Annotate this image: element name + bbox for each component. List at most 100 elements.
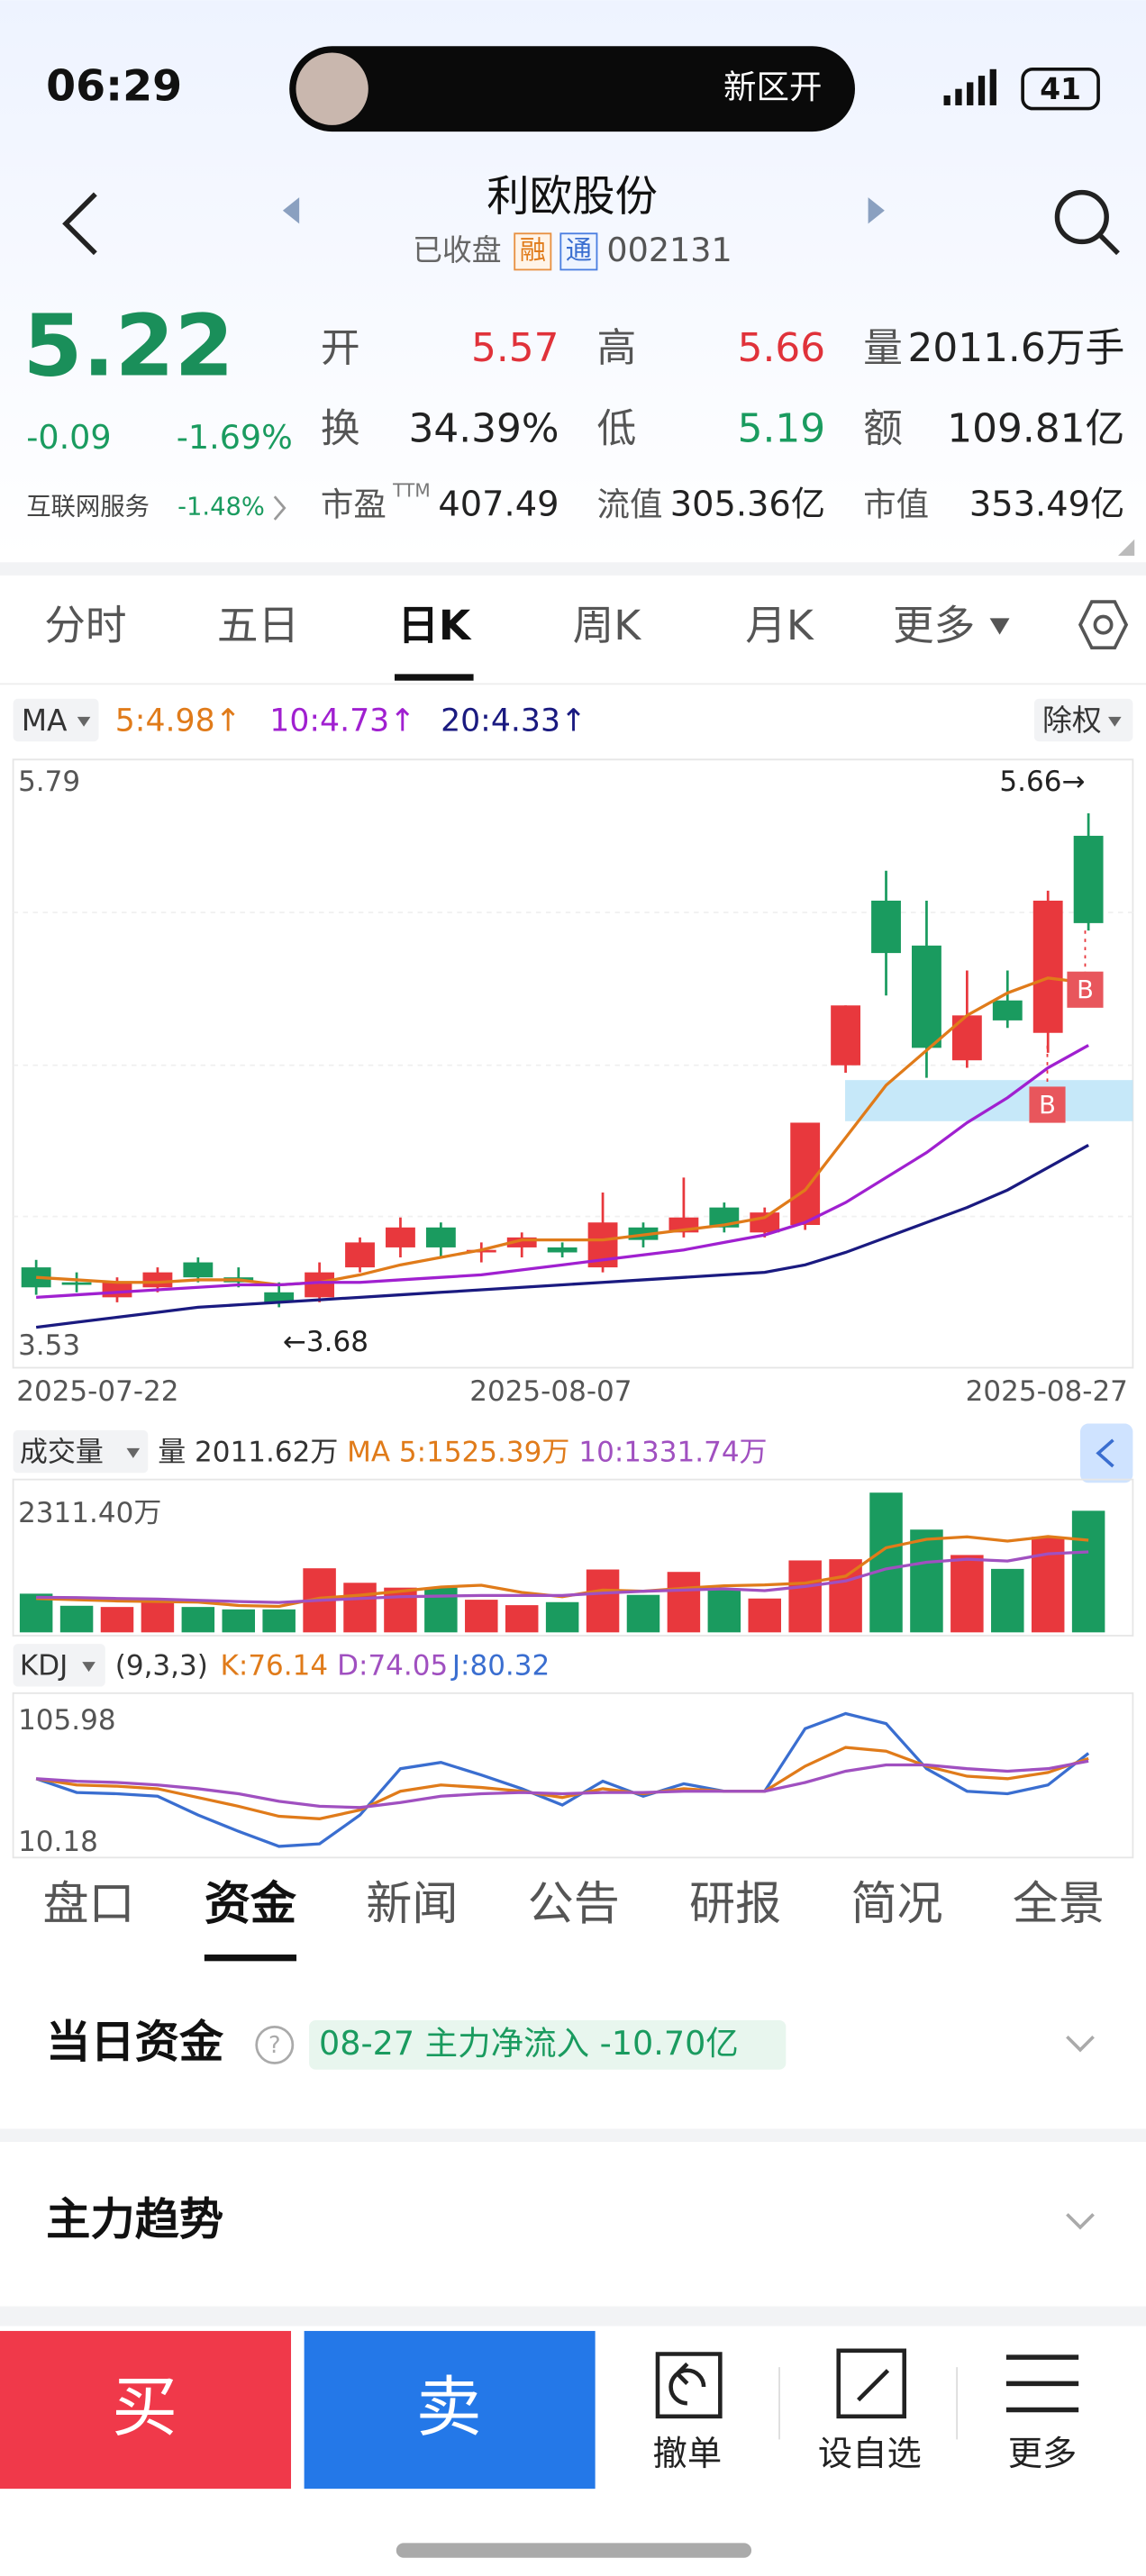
volume-bar: [100, 1607, 134, 1633]
candle-body: [264, 1292, 295, 1302]
search-button[interactable]: [1054, 189, 1109, 245]
tag-text: 融: [520, 234, 546, 265]
sell-label: 卖: [416, 2369, 482, 2445]
back-button[interactable]: [62, 192, 97, 256]
volume-bar: [667, 1572, 701, 1633]
clock: 06:29: [46, 62, 182, 112]
date-label: 2025-08-27: [966, 1375, 1128, 1408]
kdj-k: [35, 1746, 1089, 1820]
candle-body: [142, 1272, 173, 1288]
tag-text: 通: [566, 234, 592, 265]
price: 5.22: [23, 297, 234, 396]
dropdown: [126, 1447, 141, 1458]
volume-bar: [545, 1601, 579, 1633]
prev-stock[interactable]: [282, 197, 300, 224]
tab[interactable]: 五日: [217, 602, 299, 649]
kdj-max-label: 105.98: [18, 1704, 116, 1737]
section-tab[interactable]: 简况: [850, 1878, 942, 1931]
volume-title: 成交量: [20, 1436, 104, 1468]
search-handle: [1097, 233, 1120, 256]
more-icon[interactable]: [1005, 2354, 1079, 2413]
sector-percent: -1.48%: [177, 494, 265, 522]
avatar: [296, 52, 368, 125]
buy-button[interactable]: [0, 2330, 292, 2490]
indicator-selector[interactable]: [13, 1644, 105, 1687]
volume-bar: [626, 1594, 660, 1633]
volume-bar: [1071, 1510, 1105, 1633]
tag: [514, 232, 552, 271]
buy-label: 买: [112, 2369, 177, 2445]
change-percent: -1.69%: [177, 418, 293, 457]
action-label: 设自选: [818, 2434, 922, 2474]
ma-label: MA: [22, 703, 68, 738]
ma-line: [36, 976, 1089, 1287]
candle-body: [61, 1282, 92, 1285]
signal: [943, 68, 996, 105]
sector-arrow[interactable]: [273, 495, 286, 521]
sector: 互联网服务: [26, 494, 150, 522]
help-icon[interactable]: [255, 2025, 295, 2064]
expand[interactable]: [1066, 2035, 1095, 2053]
kdj-title: KDJ: [20, 1650, 68, 1683]
fund-badge: [309, 2020, 787, 2070]
section-tab[interactable]: 新闻: [366, 1878, 458, 1931]
field-value: 5.66: [738, 325, 825, 371]
tab[interactable]: 日K: [397, 602, 472, 649]
kdj-d: D:74.05: [337, 1650, 448, 1683]
tab[interactable]: 周K: [573, 602, 642, 649]
volume-frame: [12, 1478, 1134, 1637]
y-min-label: 3.53: [18, 1329, 80, 1362]
watch-icon[interactable]: [836, 2348, 907, 2419]
low-note: ←3.68: [283, 1326, 368, 1358]
cancel-icon[interactable]: [655, 2352, 723, 2419]
candle-body: [345, 1242, 375, 1268]
expand[interactable]: [1066, 2213, 1095, 2230]
dropdown: [1108, 716, 1122, 727]
kdj-frame: [12, 1692, 1134, 1859]
settings[interactable]: [1078, 600, 1129, 650]
section-tab[interactable]: 全景: [1013, 1878, 1105, 1931]
volume-bar: [991, 1568, 1024, 1633]
section-tab[interactable]: 公告: [528, 1878, 620, 1931]
field-label: 量: [863, 325, 903, 371]
dropdown: [989, 618, 1010, 635]
notification: 新区开: [723, 68, 822, 106]
candle-body: [1032, 900, 1063, 1033]
date-label: 2025-07-22: [16, 1375, 178, 1408]
adjust-selector[interactable]: [1033, 698, 1133, 742]
ma-selector[interactable]: [13, 698, 99, 742]
field-value: 353.49亿: [969, 485, 1124, 525]
stock-name: 利欧股份: [487, 172, 658, 222]
date-label: 2025-08-07: [469, 1375, 632, 1408]
candle-body: [305, 1272, 335, 1298]
field-value: 34.39%: [409, 405, 559, 451]
dropdown: [77, 716, 91, 727]
kdj-d: [36, 1759, 1089, 1810]
candle-body: [547, 1247, 578, 1253]
signal: B: [1039, 1092, 1056, 1120]
indicator-selector[interactable]: [13, 1429, 149, 1474]
field-label: 流值: [596, 485, 662, 524]
volume-bar: [424, 1587, 458, 1633]
y-max-label: 5.79: [18, 766, 80, 798]
adjust-label: 除权: [1042, 703, 1102, 738]
divider: [0, 2128, 1146, 2143]
candle-body: [992, 1000, 1023, 1020]
section-tab[interactable]: 研报: [689, 1878, 781, 1931]
battery-level: 41: [1040, 72, 1081, 106]
next-stock[interactable]: [868, 197, 885, 224]
candle-body: [1073, 835, 1104, 923]
volume-bar: [222, 1609, 256, 1633]
tab[interactable]: 月K: [745, 602, 814, 649]
section-tab[interactable]: 资金: [205, 1878, 297, 1931]
volume-bar: [505, 1605, 539, 1633]
field-value: 407.49: [438, 485, 559, 525]
tab[interactable]: 分时: [44, 602, 126, 649]
sell-button[interactable]: [304, 2330, 596, 2490]
field-value: 2011.6万手: [908, 325, 1125, 371]
field-label: 市值: [863, 485, 929, 524]
section-tab[interactable]: 盘口: [42, 1878, 134, 1931]
collapse-button[interactable]: [1080, 1423, 1133, 1483]
tab-underline: [204, 1955, 297, 1962]
tab[interactable]: 更多: [893, 602, 975, 649]
